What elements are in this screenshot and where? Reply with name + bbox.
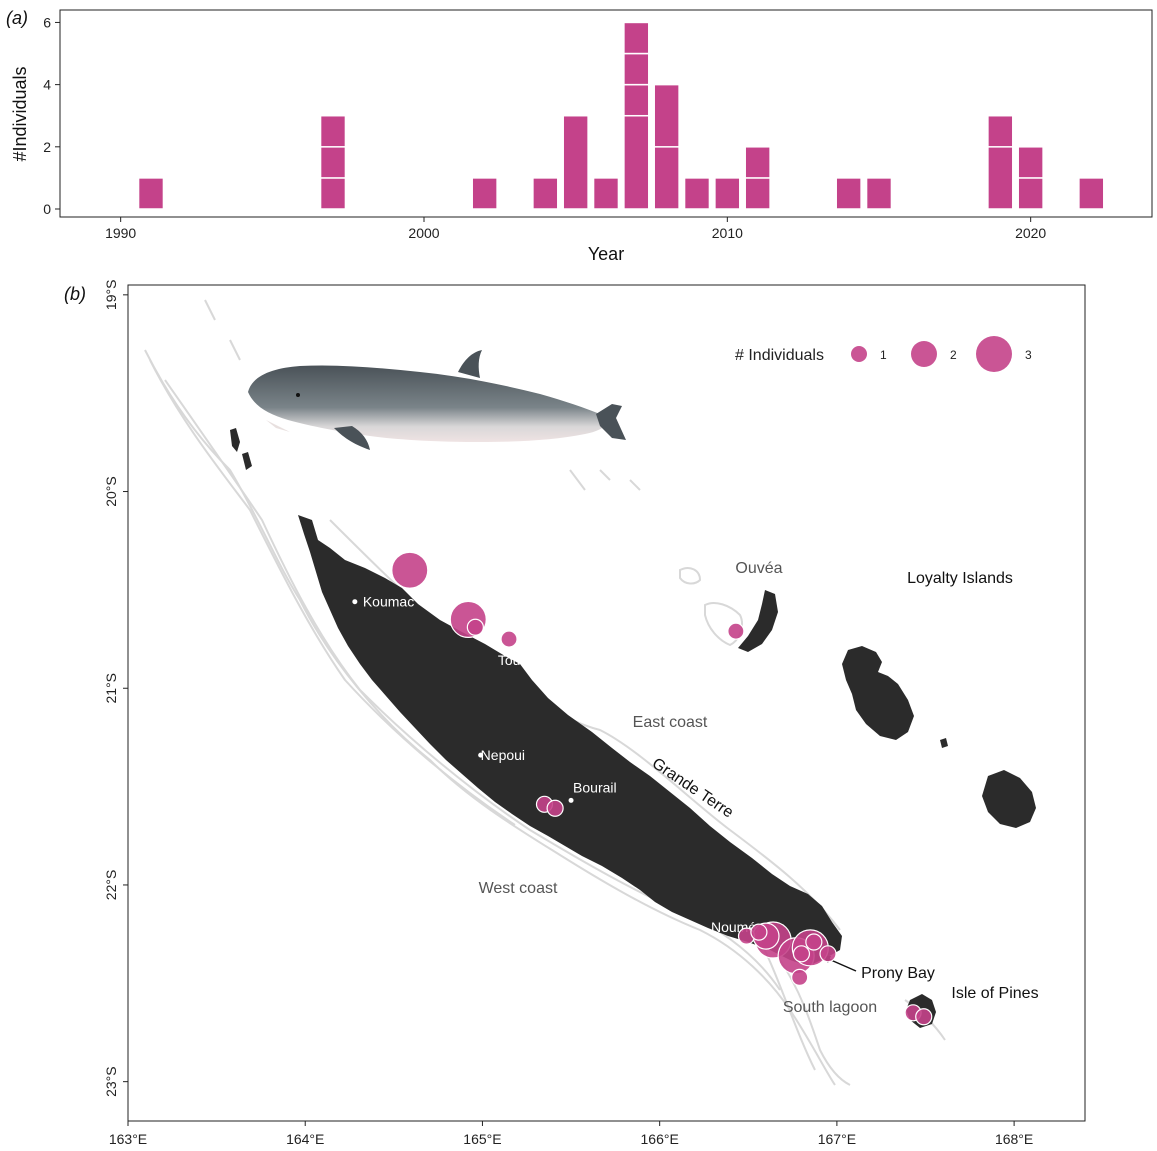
bar-2015-segment-1 bbox=[865, 177, 893, 210]
label-koumac: Koumac bbox=[363, 594, 414, 610]
bar-2007-segment-3 bbox=[623, 52, 650, 86]
sighting-point bbox=[727, 622, 745, 640]
grande-terre-land bbox=[298, 515, 842, 966]
y-tick-label-4: 4 bbox=[43, 77, 51, 93]
map-panel: Koumac Touho Nepoui Bourail Nouméa Ouvéa… bbox=[103, 280, 1086, 1147]
histogram-x-title: Year bbox=[588, 244, 624, 264]
y-tick-label-2: 2 bbox=[43, 139, 51, 155]
map-frame bbox=[127, 284, 1086, 1122]
lon-tick-label: 163°E bbox=[109, 1131, 147, 1147]
bar-2020-segment-1 bbox=[1017, 177, 1044, 210]
sighting-point bbox=[792, 945, 811, 963]
lon-tick-label: 166°E bbox=[641, 1131, 679, 1147]
bar-2014-segment-1 bbox=[835, 177, 862, 210]
lat-tick-label: 19°S bbox=[103, 280, 119, 311]
label-west-coast: West coast bbox=[479, 880, 558, 897]
y-tick-label-0: 0 bbox=[43, 201, 51, 217]
bar-2011-segment-1 bbox=[744, 177, 771, 210]
lat-tick-label: 21°S bbox=[103, 673, 119, 704]
bar-2011-segment-2 bbox=[744, 146, 771, 179]
bar-1997-segment-3 bbox=[319, 114, 347, 148]
bourail-marker bbox=[568, 797, 574, 803]
lifou-land bbox=[842, 646, 914, 740]
label-isle-of-pines: Isle of Pines bbox=[951, 985, 1038, 1002]
lon-tick-label: 168°E bbox=[995, 1131, 1033, 1147]
bar-2007-segment-1 bbox=[623, 114, 650, 210]
legend-label-3: 3 bbox=[1025, 348, 1032, 362]
lat-tick-label: 23°S bbox=[103, 1066, 119, 1097]
lon-tick-label: 167°E bbox=[818, 1131, 856, 1147]
x-tick-label-2010: 2010 bbox=[712, 225, 743, 241]
ouvea-land bbox=[738, 590, 778, 652]
y-tick-label-6: 6 bbox=[43, 14, 51, 30]
legend-label-2: 2 bbox=[950, 348, 957, 362]
bar-2019-segment-2 bbox=[987, 114, 1014, 148]
x-tick-label-2020: 2020 bbox=[1015, 225, 1046, 241]
bar-1997-segment-2 bbox=[319, 146, 347, 179]
bar-2019-segment-1 bbox=[987, 146, 1014, 210]
bar-2010-segment-1 bbox=[714, 177, 741, 210]
label-nepoui: Nepoui bbox=[481, 747, 525, 763]
northern-islets bbox=[230, 428, 252, 470]
sighting-point bbox=[391, 551, 429, 589]
label-ouvea: Ouvéa bbox=[735, 560, 782, 577]
bar-2002-segment-1 bbox=[471, 177, 498, 210]
label-prony-bay: Prony Bay bbox=[861, 965, 935, 982]
legend-label-1: 1 bbox=[880, 348, 887, 362]
panel-b-label: (b) bbox=[64, 284, 86, 304]
sighting-point bbox=[466, 618, 484, 636]
legend-title: # Individuals bbox=[735, 347, 824, 364]
bar-1991-segment-1 bbox=[137, 177, 165, 210]
bar-2006-segment-1 bbox=[592, 177, 620, 210]
bar-2020-segment-2 bbox=[1017, 146, 1044, 179]
label-loyalty-islands: Loyalty Islands bbox=[907, 570, 1013, 587]
legend-swatch-3 bbox=[976, 336, 1012, 372]
panel-a-label: (a) bbox=[6, 8, 28, 28]
touho-marker bbox=[522, 642, 528, 648]
mare-land bbox=[982, 770, 1036, 828]
histogram-frame bbox=[59, 9, 1153, 218]
histogram-axes: 1990 2000 2010 2020 0 2 4 6 bbox=[43, 14, 1046, 241]
nepoui-marker bbox=[478, 752, 484, 758]
sighting-point bbox=[915, 1008, 933, 1026]
histogram-y-title: #Individuals bbox=[10, 66, 30, 161]
map-axes: 163°E 164°E 165°E 166°E 167°E 168°E19°S20°S21… bbox=[103, 280, 1033, 1147]
legend-swatch-1 bbox=[851, 346, 867, 362]
sighting-point bbox=[819, 945, 837, 963]
map-legend: # Individuals 1 2 3 bbox=[735, 336, 1032, 372]
sighting-points bbox=[391, 551, 933, 1026]
tiga-land bbox=[940, 738, 948, 748]
histogram-bars bbox=[137, 21, 1105, 210]
lat-tick-label: 20°S bbox=[103, 476, 119, 507]
lon-tick-label: 165°E bbox=[463, 1131, 501, 1147]
x-tick-label-1990: 1990 bbox=[105, 225, 136, 241]
sighting-point bbox=[500, 630, 518, 648]
legend-swatch-2 bbox=[911, 341, 937, 367]
label-bourail: Bourail bbox=[573, 779, 617, 795]
lat-tick-label: 22°S bbox=[103, 870, 119, 901]
sighting-point bbox=[546, 799, 564, 817]
bar-2008-segment-1 bbox=[653, 146, 680, 210]
bar-2007-segment-4 bbox=[623, 21, 650, 55]
sighting-point bbox=[805, 933, 823, 951]
bar-1997-segment-1 bbox=[319, 177, 347, 210]
koumac-marker bbox=[352, 599, 358, 605]
x-tick-label-2000: 2000 bbox=[408, 225, 439, 241]
lon-tick-label: 164°E bbox=[286, 1131, 324, 1147]
label-touho: Touho bbox=[498, 652, 536, 668]
label-south-lagoon: South lagoon bbox=[783, 999, 877, 1016]
histogram-panel: 1990 2000 2010 2020 0 2 4 6 Year #Individuals bbox=[10, 9, 1153, 264]
bar-2005-segment-1 bbox=[562, 114, 589, 210]
sighting-point bbox=[750, 923, 768, 941]
bar-2004-segment-1 bbox=[532, 177, 559, 210]
bar-2007-segment-2 bbox=[623, 83, 650, 117]
bar-2022-segment-1 bbox=[1078, 177, 1105, 210]
label-east-coast: East coast bbox=[633, 714, 708, 731]
sighting-point bbox=[791, 968, 809, 987]
whale-illustration bbox=[248, 350, 626, 450]
bar-2008-segment-2 bbox=[653, 83, 680, 148]
bar-2009-segment-1 bbox=[683, 177, 711, 210]
